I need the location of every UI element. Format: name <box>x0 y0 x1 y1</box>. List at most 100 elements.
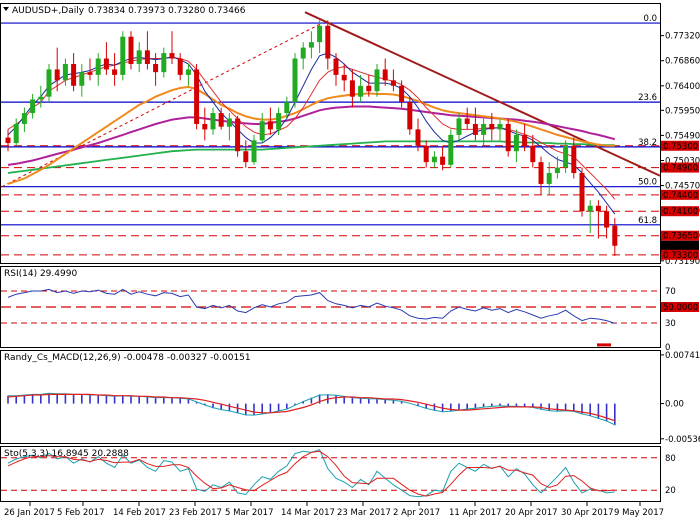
x-axis-label: 2 Apr 2017 <box>393 508 440 518</box>
candle-body <box>46 69 52 97</box>
price-panel-ohlc: 0.73834 0.73973 0.73280 0.73466 <box>88 6 246 16</box>
symbol-dropdown-icon[interactable] <box>3 7 9 11</box>
candle-body <box>390 80 396 86</box>
macd-axis-label: -0.00536 <box>665 435 700 445</box>
x-axis-label: 20 Apr 2017 <box>505 508 558 518</box>
fibonacci-label: 38.2 <box>638 138 657 148</box>
macd-panel: 0.00741 0.00 -0.00536 <box>7 351 700 445</box>
candle-body <box>30 99 36 114</box>
candle-body <box>308 42 314 48</box>
candle-body <box>489 123 495 130</box>
rsi-axis-label: 0 <box>665 343 670 353</box>
candle-body <box>349 80 355 97</box>
x-axis-label: 9 May 2017 <box>614 508 664 518</box>
price-level-badge-text: 0.75300 <box>663 142 698 152</box>
candle-body <box>292 58 298 103</box>
candle-body <box>481 123 487 135</box>
candle-body <box>358 85 364 97</box>
candle-body <box>95 58 101 75</box>
price-panel-title: AUDUSD+,Daily <box>12 6 85 16</box>
candle-body <box>595 205 601 212</box>
price-level-badge-text: 0.73300 <box>663 251 698 261</box>
sto-panel: 80 20 <box>1 449 676 498</box>
candle-body <box>79 72 85 86</box>
candle-body <box>153 63 159 73</box>
price-axis-label: 0.75030 <box>665 156 700 166</box>
rsi-axis-label: 30 <box>665 319 676 329</box>
price-axis-label: 0.76400 <box>665 82 700 92</box>
price-axis-label: 0.77320 <box>665 32 700 42</box>
rsi-line <box>7 288 615 324</box>
candle-body <box>226 118 232 127</box>
candle-body <box>144 50 150 64</box>
candle-body <box>38 96 44 100</box>
candle-body <box>103 58 109 70</box>
candle-body <box>604 211 610 228</box>
price-axis-label: 0.75950 <box>665 106 700 116</box>
candle-body <box>284 102 290 114</box>
candle-body <box>366 85 372 92</box>
sto-d-line <box>7 450 615 497</box>
macd-signal-line <box>7 393 615 422</box>
candle-body <box>382 69 388 81</box>
candle-body <box>440 156 446 165</box>
price-level-badge <box>661 230 699 241</box>
price-level-badge <box>661 189 699 200</box>
candle-body <box>530 145 536 163</box>
candle-body <box>554 167 560 174</box>
rsi-panel-title: RSI(14) 29.4990 <box>4 269 77 279</box>
candle-body <box>497 123 503 130</box>
macd-panel-title: Randy_Cs_MACD(12,26,9) -0.00478 -0.00327… <box>4 353 251 363</box>
candle-body <box>251 140 257 163</box>
candle-body <box>374 69 380 92</box>
candle-body <box>218 113 224 127</box>
rsi-axis-label: 50.0000 <box>663 303 698 313</box>
sto-panel-title: Sto(5,3,3) 16.8945 20.2888 <box>4 449 129 459</box>
sto-panel-frame <box>0 446 661 502</box>
x-axis-label: 23 Feb 2017 <box>169 508 222 518</box>
candle-body <box>21 113 27 124</box>
rsi-level-badge <box>661 302 699 312</box>
candle-body <box>136 50 142 64</box>
candle-body <box>259 121 265 141</box>
candle-body <box>538 162 544 184</box>
x-axis-label: 5 Mar 2017 <box>225 508 273 518</box>
moving-average-green <box>7 140 615 174</box>
candle-body <box>161 53 167 73</box>
candle-body <box>579 173 585 212</box>
x-axis-label: 14 Mar 2017 <box>281 508 335 518</box>
candle-body <box>399 85 405 103</box>
candle-body <box>87 72 93 75</box>
candle-body <box>54 69 60 81</box>
rsi-axis-label: 70 <box>665 287 676 297</box>
candle-body <box>423 145 429 163</box>
candle-body <box>563 145 569 168</box>
macd-axis-label: 0.00741 <box>665 351 700 361</box>
price-level-badge <box>661 249 699 260</box>
candle-body <box>472 123 478 135</box>
candle-body <box>276 113 282 130</box>
moving-average-orange <box>7 85 615 185</box>
candle-body <box>612 225 618 246</box>
price-level-badge-text: 0.73650 <box>663 232 698 242</box>
rsi-panel: 70 50.0000 30 0 <box>1 287 699 353</box>
fibonacci-label: 23.6 <box>638 93 657 103</box>
macd-axis-label: 0.00 <box>665 400 684 410</box>
candle-body <box>522 134 528 146</box>
x-axis-label: 30 Apr 2017 <box>561 508 614 518</box>
x-axis-label: 26 Jan 2017 <box>4 508 55 518</box>
candle-body <box>185 69 191 75</box>
candle-body <box>456 118 462 135</box>
candle-body <box>317 25 323 43</box>
price-level-badge <box>661 240 699 251</box>
price-level-badge-text: 0.74100 <box>663 207 698 217</box>
candle-body <box>333 58 339 75</box>
x-axis: 26 Jan 2017 5 Feb 2017 14 Feb 2017 23 Feb 2… <box>4 502 664 518</box>
candle-body <box>464 118 470 124</box>
candle-body <box>571 145 577 174</box>
candle-body <box>128 36 134 64</box>
price-level-badge-text: 0.74400 <box>663 191 698 201</box>
candle-body <box>235 118 241 152</box>
price-level-badge-text: 0.73466 <box>663 242 698 252</box>
